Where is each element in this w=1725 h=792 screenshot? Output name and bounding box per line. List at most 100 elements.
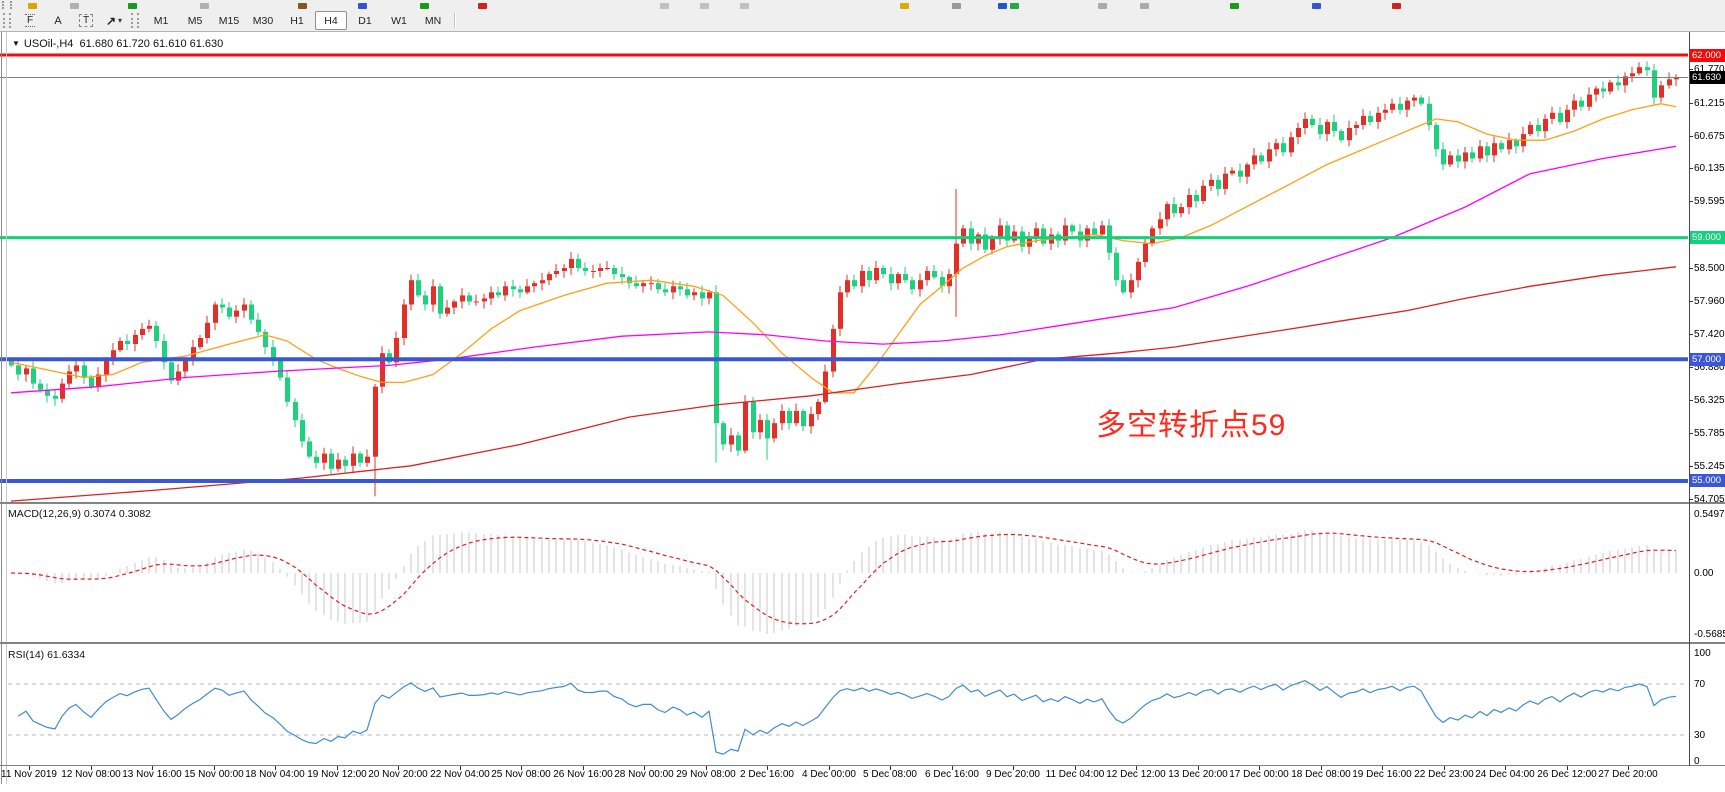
- time-tick-mark: [1136, 766, 1137, 770]
- panel-separator[interactable]: [0, 642, 1725, 644]
- timeframe-button-d1[interactable]: D1: [358, 14, 372, 27]
- time-axis-label: 4 Dec 00:00: [802, 769, 856, 780]
- timeframe-button-m30[interactable]: M30: [252, 14, 274, 27]
- macd-axis-label: 0.5497: [1694, 509, 1725, 520]
- price-tick-mark: [1689, 201, 1693, 202]
- text-tool-button[interactable]: A: [48, 12, 68, 29]
- rsi-panel-canvas[interactable]: [0, 644, 1689, 766]
- cropped-toolbar-icon: [1230, 3, 1239, 9]
- arrows-tool-button[interactable]: ↗ ▾: [104, 12, 124, 29]
- label-tool-button[interactable]: T: [76, 12, 96, 29]
- time-tick-mark: [1259, 766, 1260, 770]
- time-axis-label: 22 Nov 04:00: [430, 769, 490, 780]
- price-tick-label: 59.595: [1694, 196, 1725, 207]
- macd-panel-canvas[interactable]: [0, 504, 1689, 642]
- timeframe-button-w1[interactable]: W1: [391, 14, 407, 27]
- time-tick-mark: [829, 766, 830, 770]
- timeframe-button-mn[interactable]: MN: [424, 14, 442, 27]
- cropped-toolbar-icon: [358, 3, 367, 9]
- price-tick-mark: [1689, 466, 1693, 467]
- timeframe-button-h1[interactable]: H1: [290, 14, 304, 27]
- timeframe-button-m1[interactable]: M1: [153, 14, 169, 27]
- time-axis-border: [0, 765, 1725, 766]
- cropped-toolbar-icon: [998, 3, 1007, 9]
- chevron-down-icon: ▾: [118, 16, 123, 25]
- time-axis-label: 13 Nov 16:00: [122, 769, 182, 780]
- toolbar-grip-icon: [2, 1, 12, 9]
- price-tick-mark: [1689, 367, 1693, 368]
- toolbar-grip-icon: [131, 13, 139, 28]
- symbol-ohlc-text: USOil-,H4 61.680 61.720 61.610 61.630: [23, 38, 224, 50]
- time-tick-mark: [1321, 766, 1322, 770]
- chart-annotation-text: 多空转折点59: [1096, 409, 1287, 442]
- price-tick-label: 56.880: [1694, 362, 1725, 373]
- timeframe-button-m5[interactable]: M5: [187, 14, 203, 27]
- cropped-toolbar-icon: [298, 3, 307, 9]
- price-level-badge: 61.630: [1690, 71, 1725, 84]
- collapse-icon: ▼: [12, 39, 20, 48]
- cropped-toolbar-icon: [1140, 3, 1149, 9]
- cropped-toolbar-icon: [28, 3, 37, 9]
- cropped-toolbar-icon: [70, 3, 79, 9]
- fibonacci-tool-button[interactable]: F: [20, 12, 40, 29]
- cropped-toolbar-icon: [128, 3, 137, 9]
- time-tick-mark: [275, 766, 276, 770]
- rsi-axis-label: 70: [1694, 679, 1706, 690]
- cropped-toolbar-icon: [660, 3, 669, 9]
- time-axis-label: 22 Dec 23:00: [1414, 769, 1474, 780]
- time-tick-mark: [1013, 766, 1014, 770]
- window-left-border: [6, 32, 7, 784]
- time-axis-label: 12 Dec 12:00: [1106, 769, 1166, 780]
- price-tick-label: 58.500: [1694, 263, 1725, 274]
- time-axis-label: 26 Nov 16:00: [553, 769, 613, 780]
- time-axis-label: 11 Dec 04:00: [1045, 769, 1105, 780]
- price-level-badge: 57.000: [1690, 353, 1725, 366]
- cropped-toolbar-icon: [740, 3, 749, 9]
- time-axis-label: 24 Dec 04:00: [1475, 769, 1535, 780]
- price-tick-mark: [1689, 136, 1693, 137]
- time-axis-label: 28 Nov 00:00: [614, 769, 674, 780]
- macd-axis-label: -0.5685: [1694, 629, 1725, 640]
- price-tick-label: 57.960: [1694, 296, 1725, 307]
- main-chart-canvas[interactable]: [0, 32, 1689, 502]
- time-tick-mark: [152, 766, 153, 770]
- price-tick-label: 55.245: [1694, 461, 1725, 472]
- time-axis-label: 12 Nov 08:00: [61, 769, 121, 780]
- time-tick-mark: [1505, 766, 1506, 770]
- time-tick-mark: [767, 766, 768, 770]
- cropped-toolbar-icon: [478, 3, 487, 9]
- timeframe-button-m15[interactable]: M15: [218, 14, 240, 27]
- time-tick-mark: [521, 766, 522, 770]
- price-tick-mark: [1689, 268, 1693, 269]
- chart-symbol-header: ▼ USOil-,H4 61.680 61.720 61.610 61.630: [12, 38, 223, 50]
- time-axis-label: 9 Dec 20:00: [986, 769, 1040, 780]
- time-axis-label: 26 Dec 12:00: [1537, 769, 1597, 780]
- panel-separator[interactable]: [0, 502, 1725, 504]
- time-axis-label: 19 Dec 16:00: [1352, 769, 1412, 780]
- time-axis-label: 20 Nov 20:00: [368, 769, 428, 780]
- cropped-toolbar-icon: [952, 3, 961, 9]
- time-tick-mark: [706, 766, 707, 770]
- cropped-toolbar-icon: [200, 3, 209, 9]
- timeframe-button-h4[interactable]: H4: [315, 11, 347, 30]
- price-tick-label: 54.705: [1694, 494, 1725, 505]
- cropped-toolbar-icon: [1312, 3, 1321, 9]
- cropped-toolbar-icon: [900, 3, 909, 9]
- rsi-axis-label: 30: [1694, 730, 1706, 741]
- time-axis-label: 25 Nov 08:00: [491, 769, 551, 780]
- time-tick-mark: [1382, 766, 1383, 770]
- cropped-toolbar-icon: [700, 3, 709, 9]
- price-tick-mark: [1689, 334, 1693, 335]
- macd-header: MACD(12,26,9) 0.3074 0.3082: [8, 508, 152, 520]
- rsi-axis-label: 100: [1694, 648, 1711, 659]
- price-axis-border: [1689, 32, 1690, 766]
- price-tick-mark: [1689, 499, 1693, 500]
- price-tick-label: 60.675: [1694, 131, 1725, 142]
- time-tick-mark: [91, 766, 92, 770]
- macd-axis-label: 0.00: [1694, 568, 1714, 579]
- price-tick-mark: [1689, 301, 1693, 302]
- time-axis-label: 5 Dec 08:00: [863, 769, 917, 780]
- price-tick-label: 57.420: [1694, 329, 1725, 340]
- price-tick-mark: [1689, 433, 1693, 434]
